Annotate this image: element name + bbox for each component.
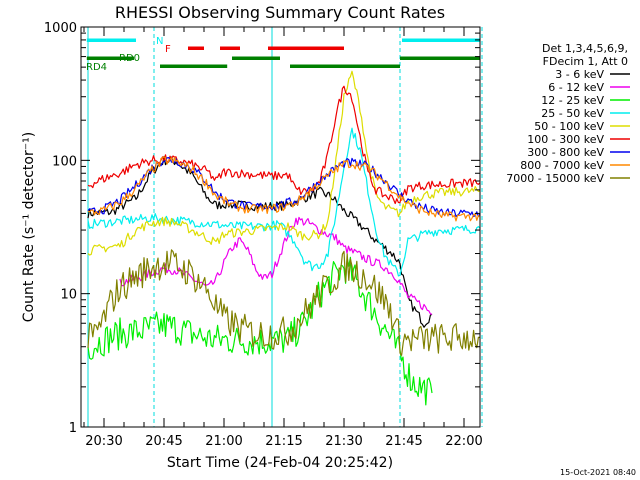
orbit-markers [87,27,483,427]
flag-bar-f-0 [188,46,204,50]
x-tick-label-2: 21:00 [205,434,242,449]
x-tick-label-3: 21:15 [265,434,302,449]
flag-bar-rd4-1 [290,64,400,68]
flag-label-f: F [165,44,171,55]
series-line-2 [87,256,433,406]
legend-entry-label-5: 100 - 300 keV [527,133,604,146]
flag-bar-rd0-0 [86,56,134,60]
flag-bar-n-0 [86,38,136,42]
legend-entry-label-0: 3 - 6 keV [555,68,604,81]
legend-entry-label-1: 6 - 12 keV [548,81,604,94]
flag-label-rd0: RD0 [119,53,140,64]
series-lines [87,70,481,406]
legend-entry-label-3: 25 - 50 keV [541,107,604,120]
y-tick-label-3: 1000 [44,21,77,36]
flag-bar-rd0-2 [400,56,480,60]
plot-area: NF RD0 RD4 [86,27,483,427]
series-line-3 [87,127,481,277]
flag-label-rd4: RD4 [86,62,107,73]
flag-bar-rd0-1 [232,56,280,60]
y-tick-label-1: 10 [60,288,77,303]
y-axis: 1 10 100 1000 [44,21,480,436]
x-tick-label-1: 20:45 [145,434,182,449]
plot-frame [80,26,481,428]
y-tick-label-0: 1 [69,421,77,436]
legend-entry-label-7: 800 - 7000 keV [520,159,604,172]
series-line-7 [87,156,481,222]
x-tick-label-4: 21:30 [325,434,362,449]
series-line-8 [87,249,480,356]
legend: Det 1,3,4,5,6,9,FDecim 1, Att 03 - 6 keV… [506,42,630,185]
flag-bar-rd4-0 [160,64,228,68]
flag-bar-f-2 [268,46,344,50]
legend-entry-label-6: 300 - 800 keV [527,146,604,159]
chart-title: RHESSI Observing Summary Count Rates [115,3,445,22]
flag-bar-n-1 [402,38,480,42]
status-flags: NF RD0 RD4 [86,36,480,73]
x-axis: 20:30 20:45 21:00 21:15 21:30 21:45 22:00 [83,27,483,449]
legend-entry-label-8: 7000 - 15000 keV [506,172,604,185]
legend-entry-label-2: 12 - 25 keV [541,94,604,107]
series-line-6 [87,157,481,218]
series-line-4 [87,70,481,256]
legend-header-1: FDecim 1, Att 0 [543,55,628,68]
x-axis-label: Start Time (24-Feb-04 20:25:42) [167,455,393,471]
series-line-5 [87,85,481,205]
y-axis-label: Count Rate (s⁻¹ detector⁻¹) [21,132,37,322]
flag-label-n: N [156,36,163,47]
x-tick-label-0: 20:30 [85,434,122,449]
legend-entry-label-4: 50 - 100 keV [534,120,604,133]
x-tick-label-5: 21:45 [385,434,422,449]
y-tick-label-2: 100 [52,154,77,169]
x-tick-label-6: 22:00 [445,434,482,449]
flag-bar-f-1 [220,46,240,50]
legend-header-0: Det 1,3,4,5,6,9, [542,42,628,55]
series-line-1 [119,216,433,315]
timestamp: 15-Oct-2021 08:40 [560,468,636,477]
